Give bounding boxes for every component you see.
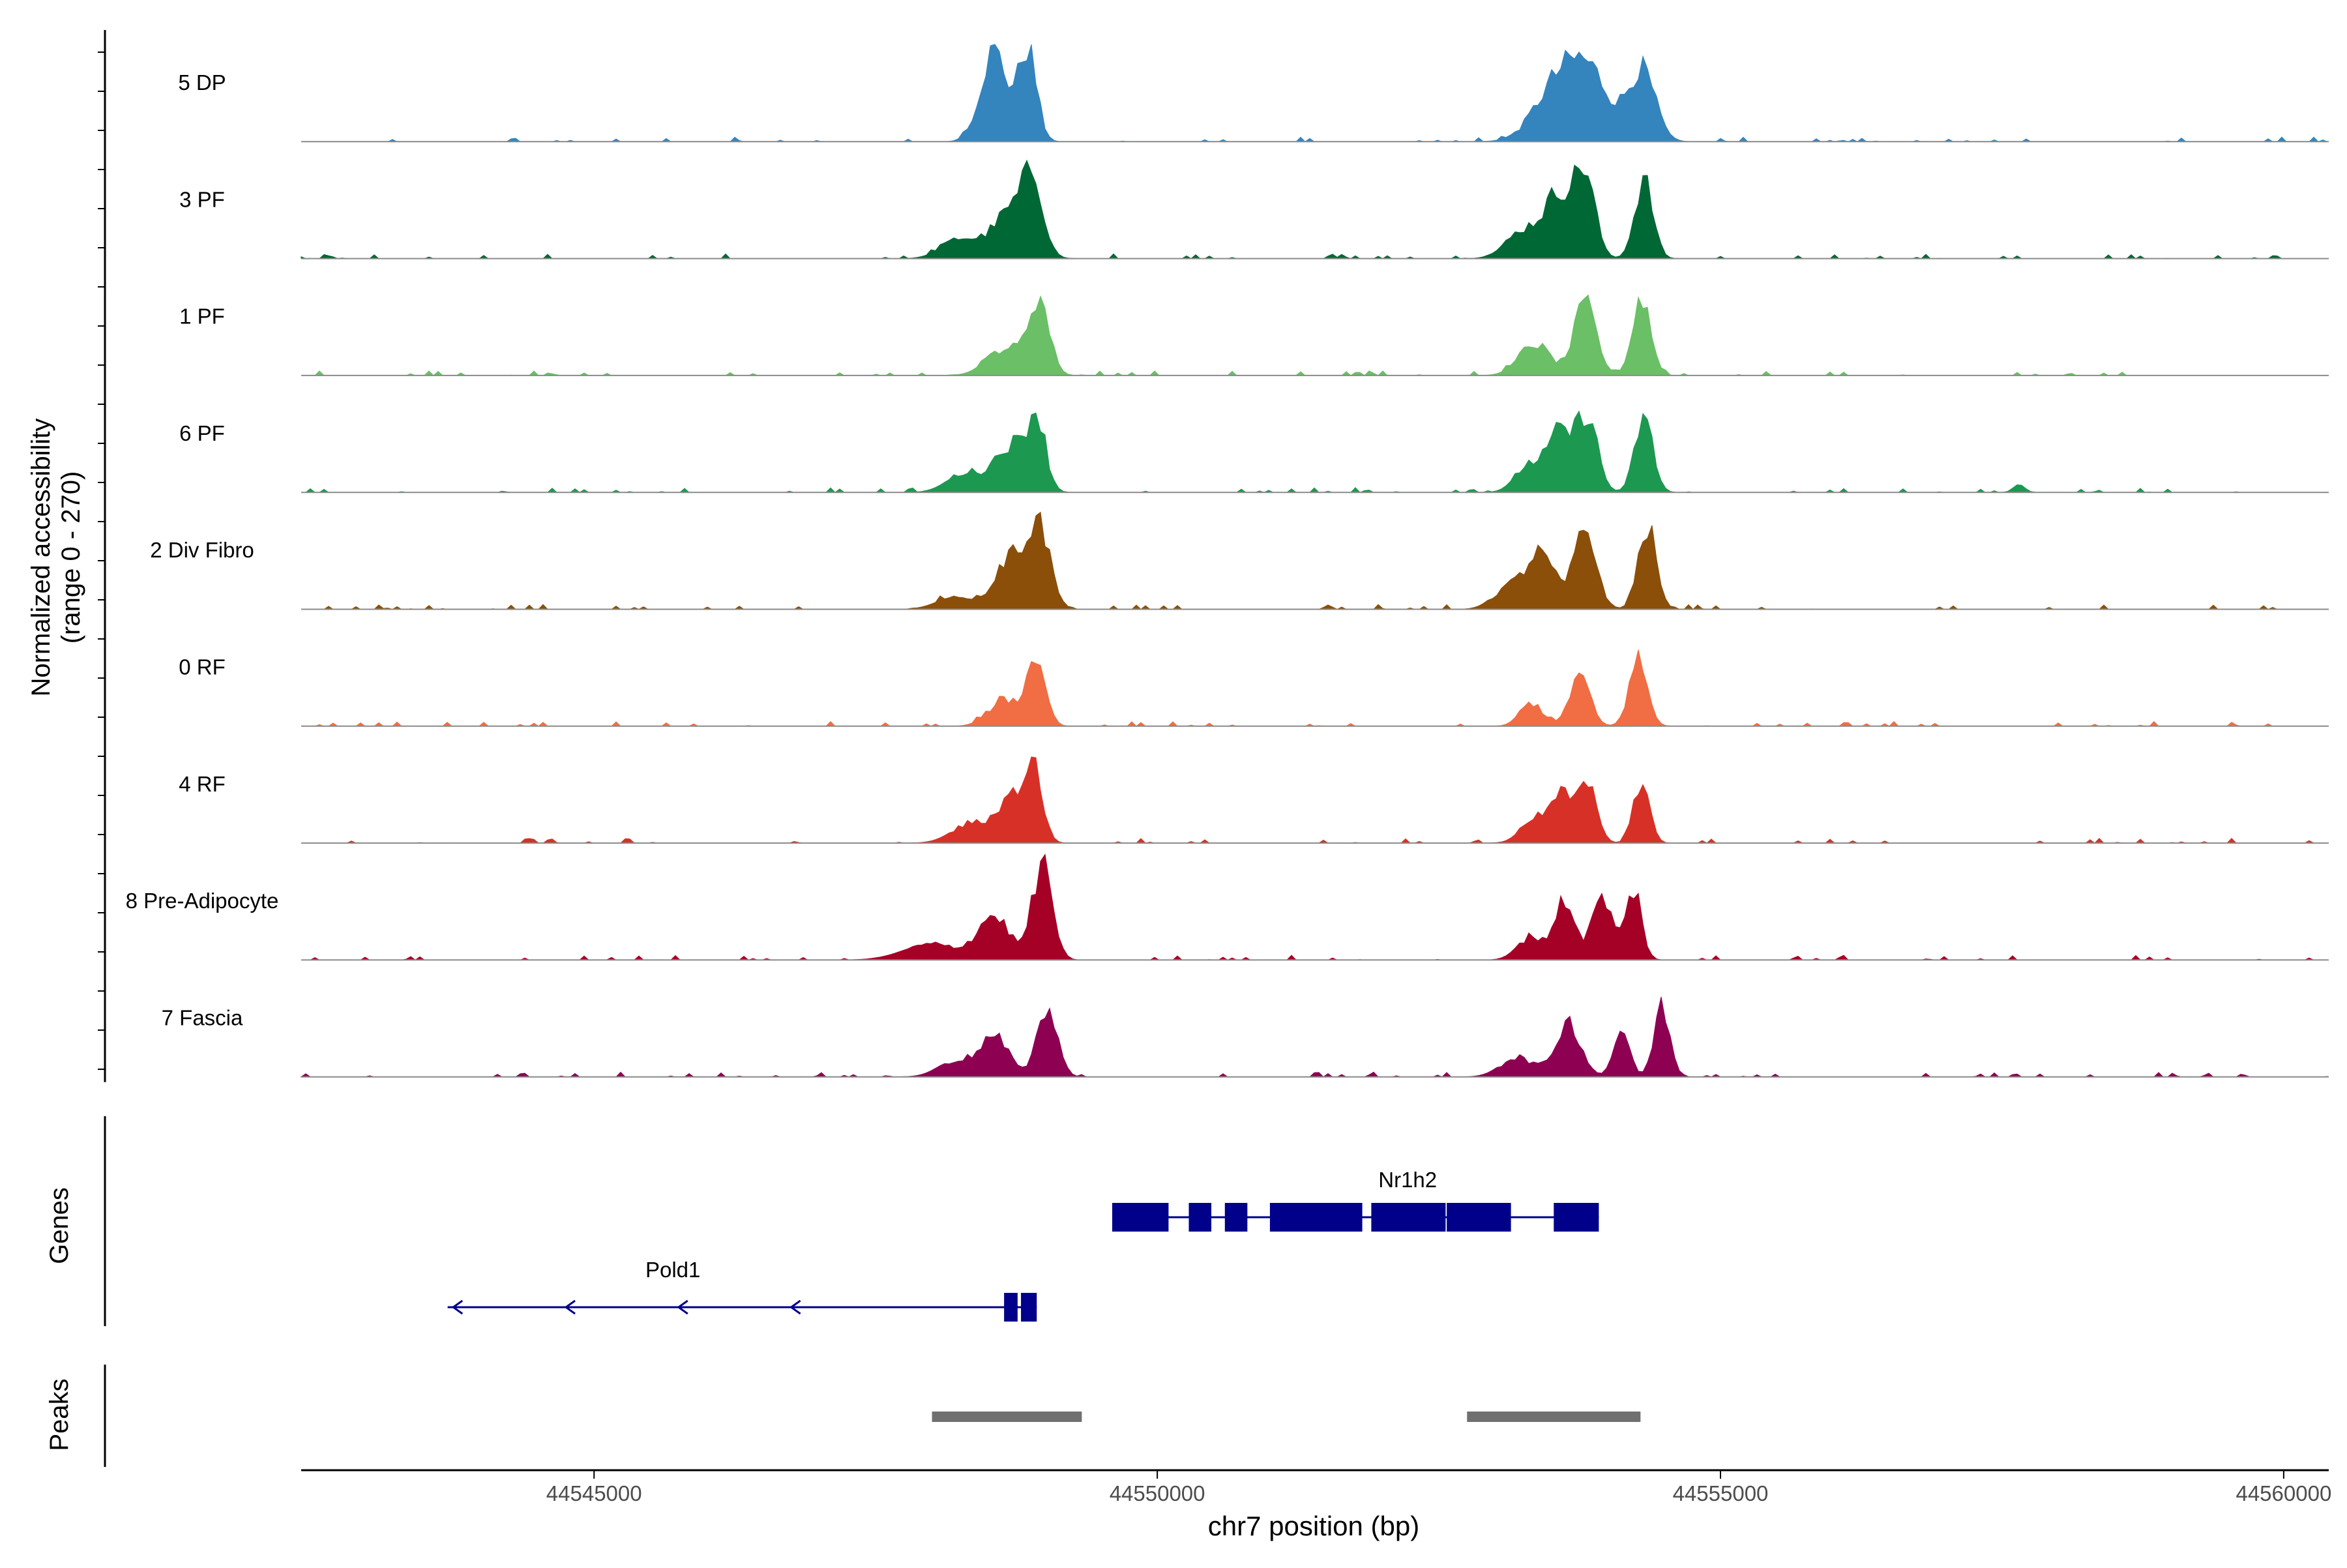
coverage-area — [301, 294, 2329, 376]
coverage-track: 0 RF — [179, 649, 2329, 727]
y-axis-title-line1: Normalized accessibility — [27, 419, 55, 697]
track-label: 5 DP — [178, 70, 226, 95]
x-tick-label: 44560000 — [2236, 1481, 2331, 1505]
coverage-area — [301, 756, 2329, 844]
coverage-area — [301, 44, 2329, 142]
gene-exon — [1021, 1293, 1037, 1322]
track-label: 6 PF — [179, 421, 225, 445]
coverage-area — [301, 410, 2329, 493]
track-label: 2 Div Fibro — [150, 538, 254, 562]
gene-model: Pold1 — [447, 1258, 1037, 1322]
track-label: 7 Fascia — [162, 1005, 243, 1029]
strand-arrow — [677, 1299, 688, 1315]
coverage-track: 1 PF — [179, 294, 2329, 376]
gene-exon — [1188, 1203, 1212, 1232]
track-label: 3 PF — [179, 187, 225, 211]
genes-track-label: Genes — [45, 1187, 74, 1264]
y-axis-title-line2: (range 0 - 270) — [57, 471, 85, 644]
genes-track: Nr1h2 Pold1 — [447, 1168, 1599, 1322]
gene-exon — [1371, 1203, 1446, 1232]
track-label: 0 RF — [179, 655, 226, 679]
gene-exon — [1224, 1203, 1248, 1232]
coverage-track: 5 DP — [178, 44, 2329, 143]
gene-name: Pold1 — [645, 1258, 700, 1282]
gene-model: Nr1h2 — [1112, 1168, 1599, 1232]
coverage-area — [301, 649, 2329, 727]
peak-region — [932, 1412, 1082, 1422]
x-tick-label: 44555000 — [1673, 1481, 1769, 1505]
coverage-track: 6 PF — [179, 410, 2329, 494]
x-axis-title: chr7 position (bp) — [1208, 1511, 1420, 1541]
track-label: 4 RF — [179, 772, 226, 796]
coverage-track: 2 Div Fibro — [150, 511, 2329, 610]
gene-exon — [1269, 1203, 1363, 1232]
coverage-area — [301, 511, 2329, 610]
strand-arrow — [564, 1299, 576, 1315]
track-label: 8 Pre-Adipocyte — [126, 889, 279, 913]
coverage-track: 7 Fascia — [162, 996, 2329, 1078]
coverage-track: 8 Pre-Adipocyte — [126, 853, 2329, 961]
coverage-track: 3 PF — [179, 159, 2329, 259]
track-label: 1 PF — [179, 304, 225, 329]
x-tick-label: 44550000 — [1110, 1481, 1205, 1505]
peaks-track — [932, 1412, 1641, 1422]
gene-exon — [1554, 1203, 1599, 1232]
gene-exon — [1112, 1203, 1169, 1232]
x-tick-label: 44545000 — [546, 1481, 642, 1505]
peak-region — [1467, 1412, 1641, 1422]
coverage-area — [301, 159, 2329, 259]
strand-arrow — [451, 1299, 464, 1315]
peaks-track-label: Peaks — [45, 1378, 74, 1451]
gene-exon — [1004, 1293, 1018, 1322]
axes: 44545000 44550000 44555000 44560000 — [98, 30, 2331, 1505]
coverage-track: 4 RF — [179, 756, 2329, 844]
gene-name: Nr1h2 — [1378, 1168, 1437, 1192]
gene-exon — [1447, 1203, 1511, 1232]
coverage-area — [301, 853, 2329, 961]
coverage-tracks: 5 DP 3 PF 1 PF 6 PF 2 Div Fibro 0 RF 4 RF 8 Pre… — [126, 44, 2329, 1078]
coverage-area — [300, 996, 2329, 1078]
strand-arrow — [789, 1299, 801, 1315]
